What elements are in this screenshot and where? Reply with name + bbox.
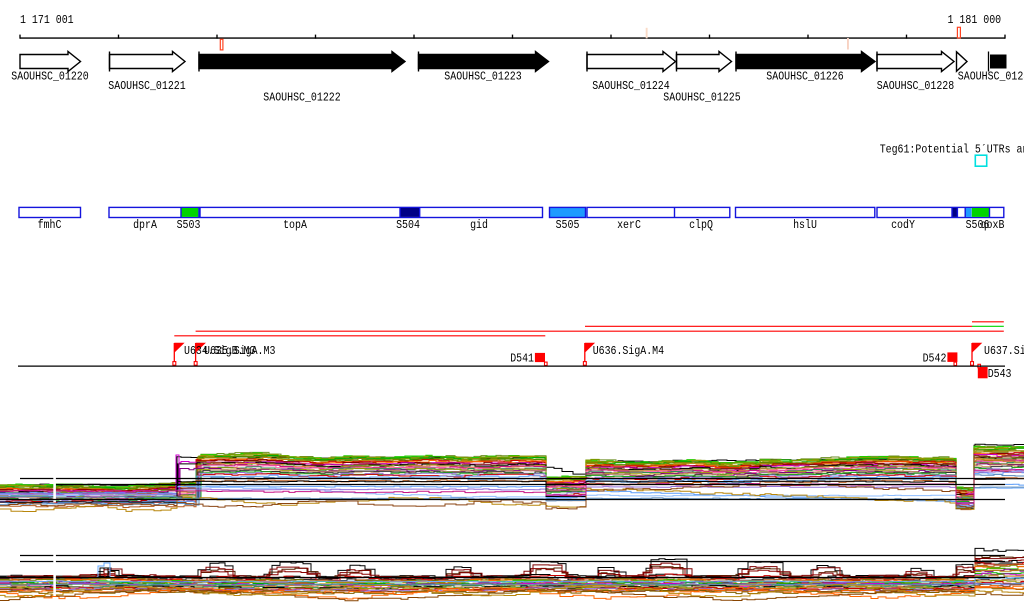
svg-text:qoxB: qoxB <box>981 218 1005 232</box>
svg-text:hslU: hslU <box>793 218 817 232</box>
svg-text:SAOUHSC_01225: SAOUHSC_01225 <box>663 90 740 104</box>
svg-text:S504: S504 <box>396 218 420 232</box>
svg-text:1 171 001: 1 171 001 <box>20 13 74 27</box>
svg-text:SAOUHSC_01226: SAOUHSC_01226 <box>766 70 843 84</box>
svg-text:S503: S503 <box>177 218 201 232</box>
svg-text:SAOUHSC_01224: SAOUHSC_01224 <box>592 79 669 93</box>
svg-text:xerC: xerC <box>617 218 641 232</box>
svg-text:D542: D542 <box>923 352 947 366</box>
svg-text:codY: codY <box>891 218 915 232</box>
svg-text:clpQ: clpQ <box>689 218 713 232</box>
svg-text:S506: S506 <box>966 218 990 232</box>
svg-text:SAOUHSC_01221: SAOUHSC_01221 <box>108 79 185 93</box>
svg-text:topA: topA <box>283 218 307 232</box>
svg-text:SAOUHSC_01228: SAOUHSC_01228 <box>877 79 954 93</box>
svg-text:U636.SigA.M4: U636.SigA.M4 <box>593 344 664 358</box>
svg-text:S505: S505 <box>556 218 580 232</box>
svg-text:gid: gid <box>470 218 488 232</box>
svg-text:D543: D543 <box>988 367 1012 381</box>
svg-text:dprA: dprA <box>133 218 157 232</box>
svg-text:U634.SigB.M3: U634.SigB.M3 <box>184 344 255 358</box>
svg-text:SAOUHSC_01220: SAOUHSC_01220 <box>11 70 88 84</box>
svg-text:U637.SigA.M4: U637.SigA.M4 <box>984 344 1024 358</box>
svg-text:SAOUHSC_01223: SAOUHSC_01223 <box>444 70 521 84</box>
svg-text:SAOUHSC_01230: SAOUHSC_01230 <box>958 70 1024 84</box>
svg-text:fmhC: fmhC <box>38 218 62 232</box>
svg-text:D541: D541 <box>510 352 534 366</box>
svg-text:Teg61:Potential 5´UTRs and asR: Teg61:Potential 5´UTRs and asRNAs <box>880 143 1024 157</box>
svg-text:1 181 000: 1 181 000 <box>948 13 1002 27</box>
svg-text:SAOUHSC_01222: SAOUHSC_01222 <box>263 90 340 104</box>
svg-text:U635.SigA.M3: U635.SigA.M3 <box>204 344 275 358</box>
